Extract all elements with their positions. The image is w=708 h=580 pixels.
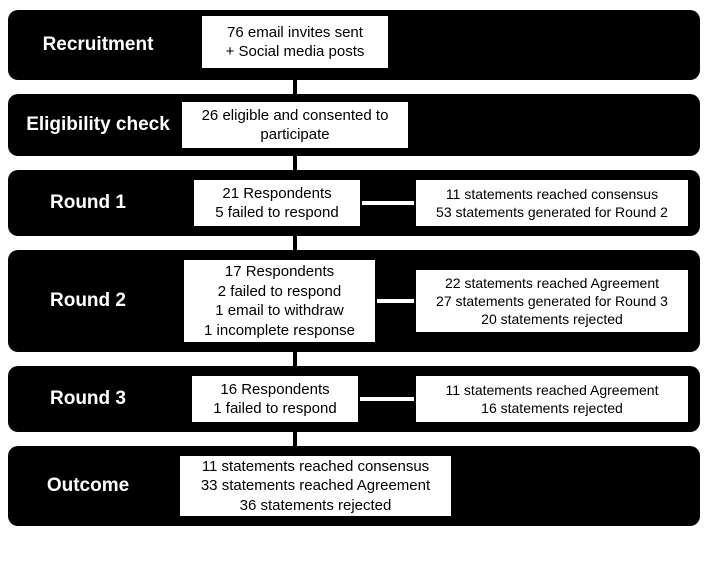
box-recruitment-center: 76 email invites sent+ Social media post…	[200, 14, 390, 70]
box-round1-center: 21 Respondents5 failed to respond	[192, 178, 362, 228]
stage-label-recruitment: Recruitment	[8, 10, 188, 80]
box-round3-center: 16 Respondents1 failed to respond	[190, 374, 360, 424]
box-round3-right: 11 statements reached Agreement16 statem…	[414, 374, 690, 424]
box-round2-right: 22 statements reached Agreement27 statem…	[414, 268, 690, 334]
box-round2-center: 17 Respondents2 failed to respond1 email…	[182, 258, 377, 344]
box-round1-right: 11 statements reached consensus53 statem…	[414, 178, 690, 228]
stage-label-round2: Round 2	[8, 250, 168, 352]
flowchart-canvas: Recruitment 76 email invites sent+ Socia…	[0, 0, 708, 580]
box-eligibility-center: 26 eligible and consented toparticipate	[180, 100, 410, 150]
box-outcome-center: 11 statements reached consensus33 statem…	[178, 454, 453, 518]
stage-label-round1: Round 1	[8, 170, 168, 236]
stage-label-eligibility: Eligibility check	[8, 94, 188, 156]
stage-label-round3: Round 3	[8, 366, 168, 432]
stage-label-outcome: Outcome	[8, 446, 168, 526]
